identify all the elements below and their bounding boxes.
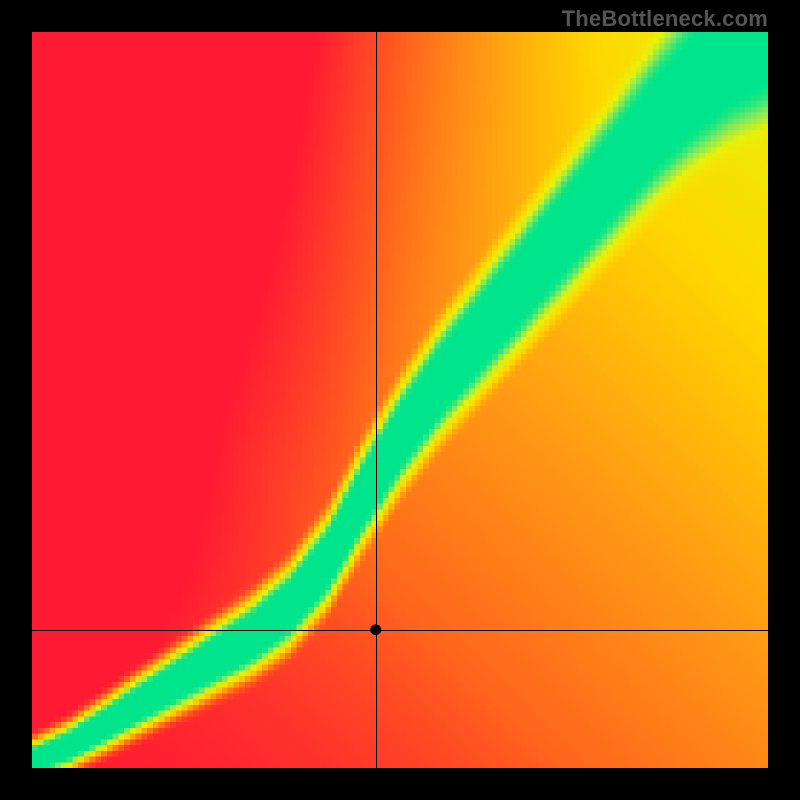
watermark-text: TheBottleneck.com <box>562 6 768 32</box>
crosshair-overlay <box>32 32 768 768</box>
